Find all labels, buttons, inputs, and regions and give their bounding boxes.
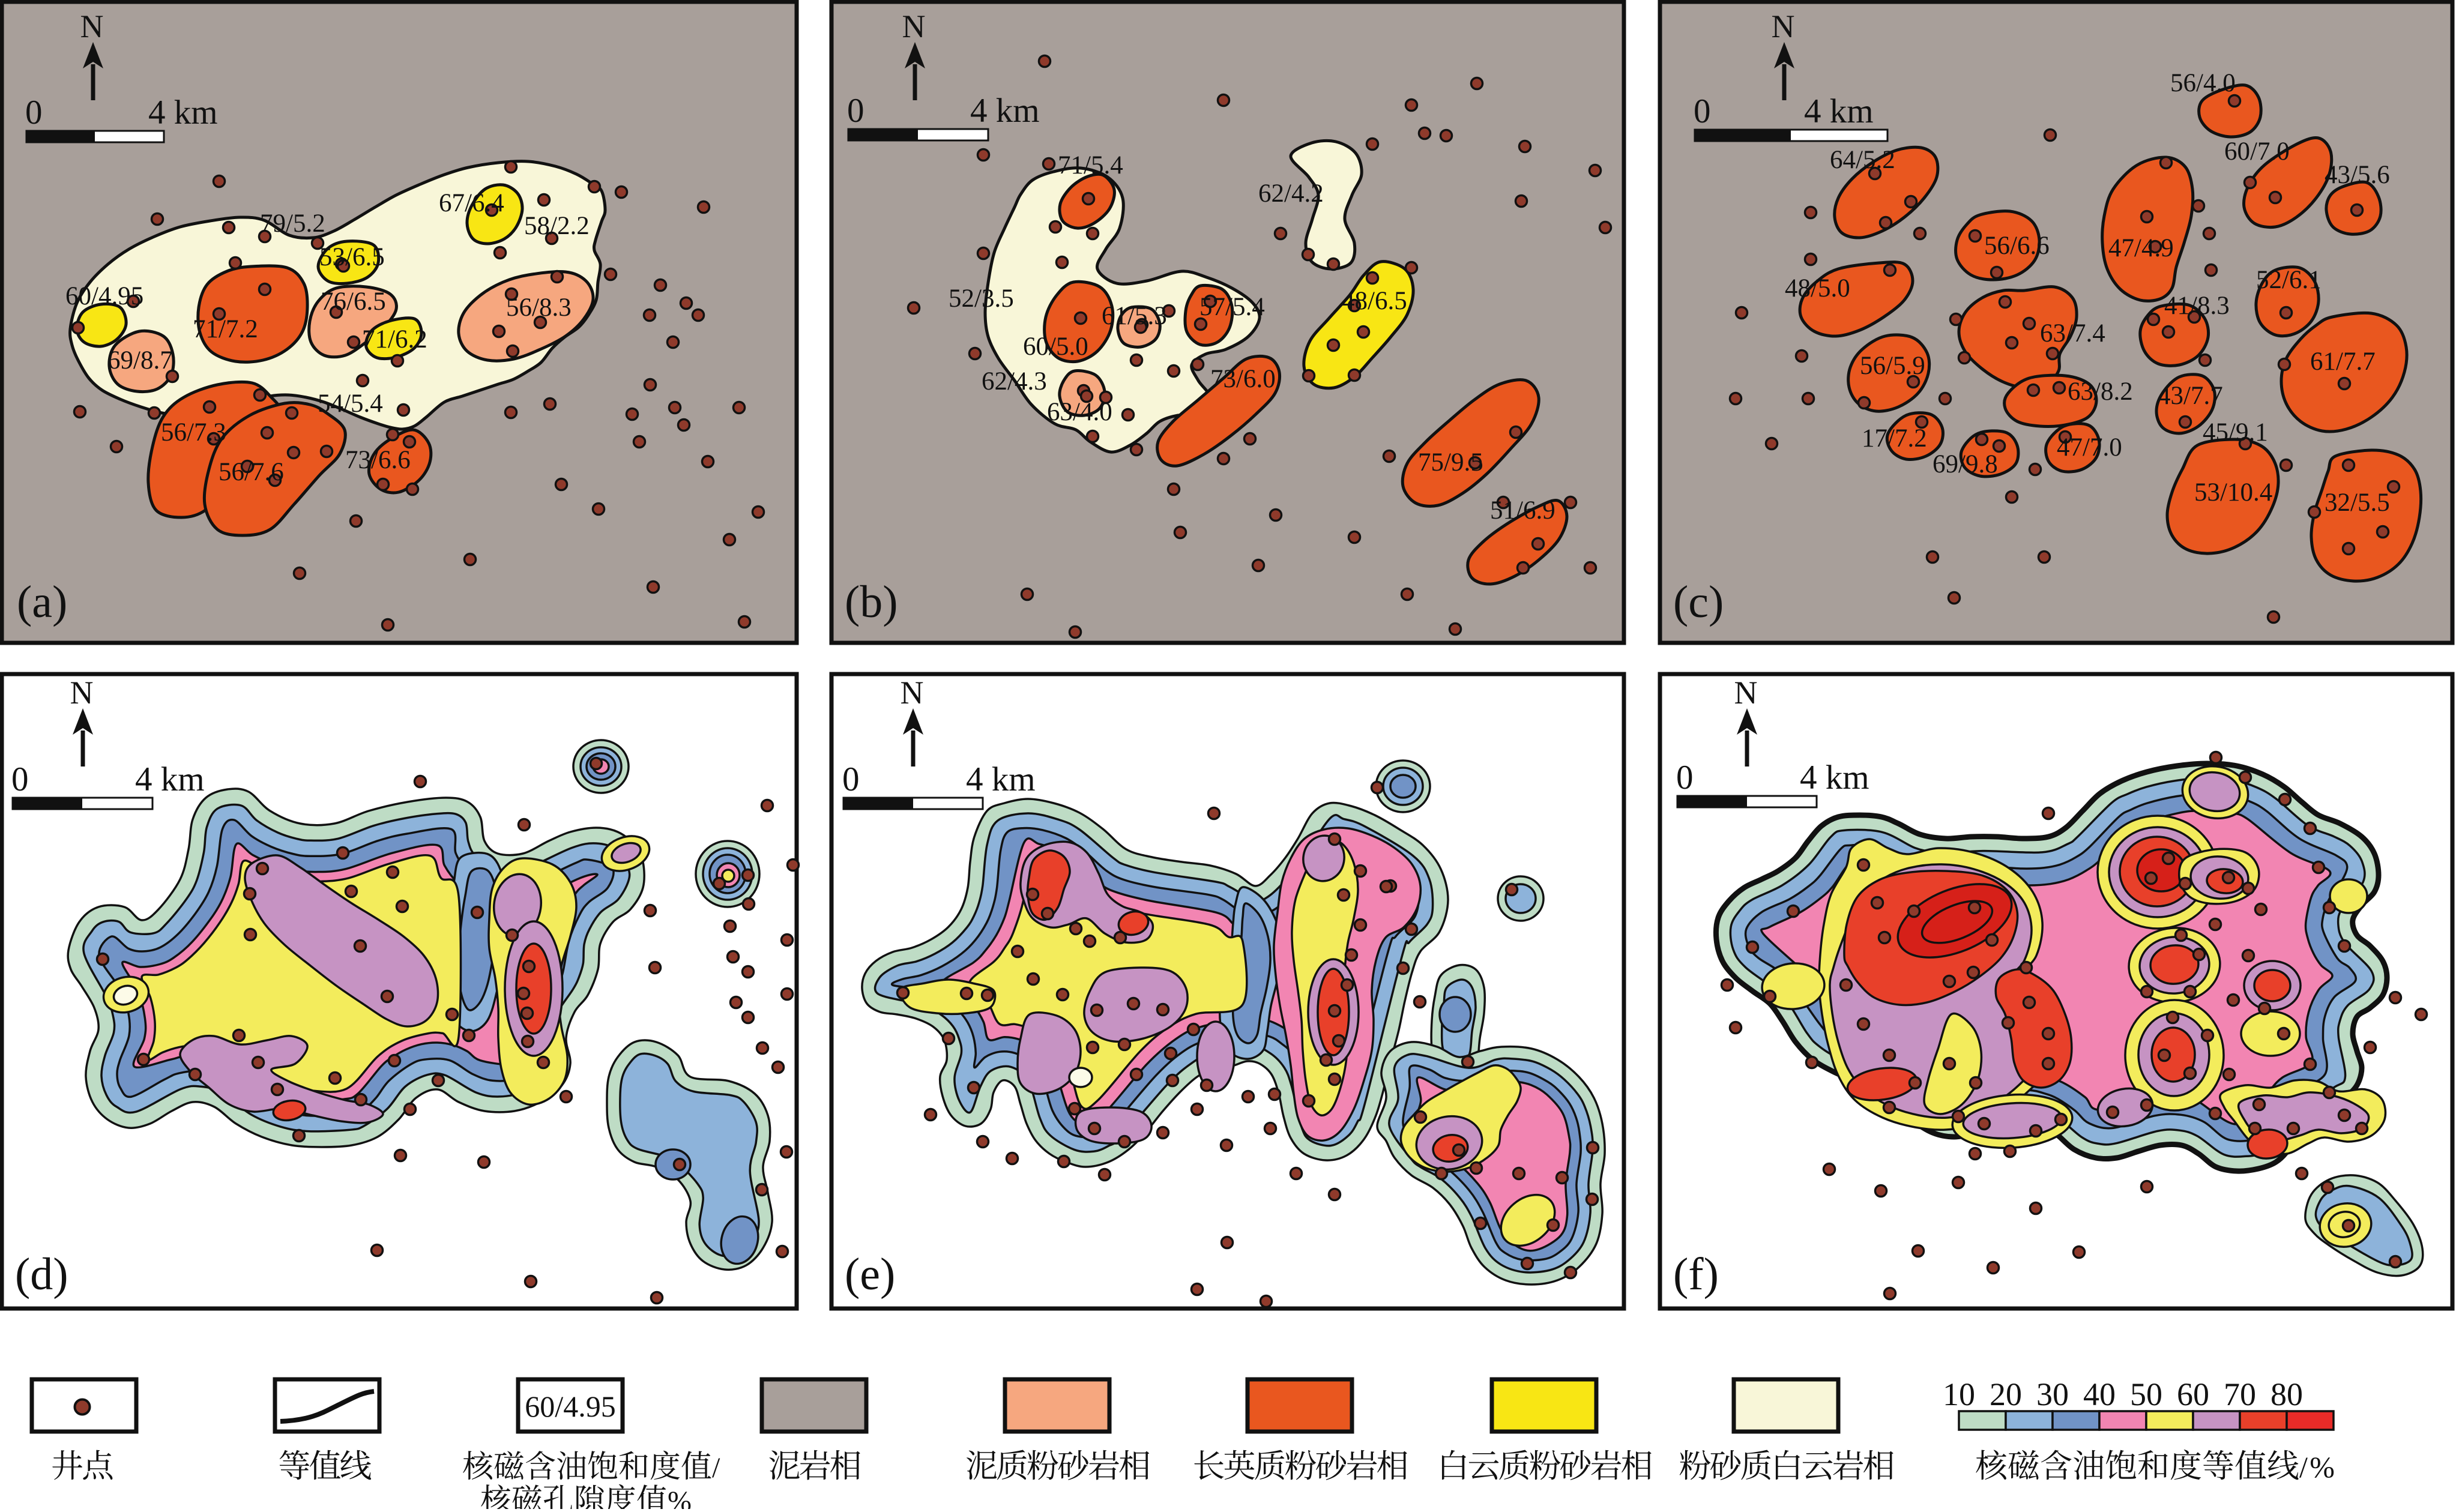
- svg-text:30: 30: [2036, 1376, 2069, 1412]
- svg-text:4 km: 4 km: [1800, 759, 1869, 797]
- svg-text:76/6.5: 76/6.5: [321, 288, 386, 316]
- svg-text:%: %: [668, 1486, 692, 1509]
- svg-text:56/4.0: 56/4.0: [2170, 69, 2236, 97]
- svg-text:62/4.3: 62/4.3: [982, 367, 1047, 396]
- svg-text:57/5.4: 57/5.4: [1199, 293, 1265, 321]
- svg-text:70: 70: [2224, 1376, 2256, 1412]
- svg-text:(d): (d): [15, 1249, 68, 1300]
- svg-text:60/4.95: 60/4.95: [65, 282, 143, 310]
- svg-text:47/7.0: 47/7.0: [2057, 433, 2122, 462]
- svg-text:58/2.2: 58/2.2: [524, 212, 590, 240]
- svg-text:0: 0: [1676, 759, 1694, 797]
- svg-text:4 km: 4 km: [966, 761, 1036, 798]
- svg-text:N: N: [80, 8, 104, 44]
- svg-text:48/6.5: 48/6.5: [1342, 287, 1407, 315]
- svg-text:63/8.2: 63/8.2: [2068, 378, 2133, 406]
- svg-text:53/10.4: 53/10.4: [2194, 478, 2272, 507]
- svg-text:61/7.7: 61/7.7: [2310, 348, 2376, 376]
- svg-text:N: N: [1772, 8, 1795, 44]
- svg-text:N: N: [70, 675, 94, 711]
- svg-text:47/4.9: 47/4.9: [2108, 234, 2174, 262]
- svg-text:80: 80: [2270, 1376, 2303, 1412]
- svg-text:0: 0: [847, 92, 864, 130]
- svg-text:0: 0: [842, 761, 860, 798]
- svg-text:63/7.4: 63/7.4: [2040, 319, 2105, 348]
- svg-text:53/6.5: 53/6.5: [319, 243, 385, 271]
- svg-text:71/7.2: 71/7.2: [193, 315, 258, 343]
- svg-text:0: 0: [11, 761, 29, 798]
- svg-text:56/7.6: 56/7.6: [219, 458, 284, 486]
- svg-text:61/5.3: 61/5.3: [1102, 302, 1167, 330]
- svg-text:43/7.7: 43/7.7: [2158, 382, 2223, 410]
- svg-text:60/5.0: 60/5.0: [1023, 333, 1088, 361]
- svg-text:45/9.1: 45/9.1: [2203, 418, 2268, 447]
- svg-text:4 km: 4 km: [148, 94, 218, 131]
- svg-text:56/7.3: 56/7.3: [161, 418, 226, 447]
- svg-text:75/9.5: 75/9.5: [1418, 448, 1483, 477]
- svg-text:69/8.7: 69/8.7: [107, 346, 173, 375]
- svg-text:N: N: [1734, 675, 1758, 711]
- svg-text:60/7.0: 60/7.0: [2224, 137, 2290, 166]
- svg-text:50: 50: [2130, 1376, 2162, 1412]
- svg-text:20: 20: [1990, 1376, 2022, 1412]
- svg-text:48/5.0: 48/5.0: [1785, 274, 1850, 303]
- svg-text:62/4.2: 62/4.2: [1258, 179, 1324, 208]
- svg-text:51/6.9: 51/6.9: [1490, 496, 1555, 525]
- svg-text:0: 0: [1694, 92, 1711, 130]
- svg-text:60/4.95: 60/4.95: [525, 1390, 615, 1423]
- svg-text:/: /: [712, 1452, 720, 1484]
- svg-text:4 km: 4 km: [1804, 92, 1874, 130]
- svg-text:N: N: [901, 675, 924, 711]
- svg-text:43/5.6: 43/5.6: [2325, 161, 2390, 189]
- svg-text:60: 60: [2177, 1376, 2209, 1412]
- svg-text:71/6.2: 71/6.2: [362, 325, 427, 354]
- svg-text:(c): (c): [1673, 577, 1724, 627]
- svg-text:%: %: [2310, 1450, 2335, 1484]
- svg-text:63/4.0: 63/4.0: [1047, 398, 1112, 426]
- svg-text:73/6.0: 73/6.0: [1210, 365, 1276, 393]
- svg-text:40: 40: [2083, 1376, 2116, 1412]
- svg-text:56/5.9: 56/5.9: [1860, 352, 1925, 380]
- svg-text:(a): (a): [17, 577, 67, 627]
- svg-text:52/6.1: 52/6.1: [2256, 266, 2322, 294]
- svg-text:4 km: 4 km: [135, 761, 205, 798]
- svg-text:79/5.2: 79/5.2: [260, 209, 325, 238]
- svg-text:(b): (b): [845, 577, 898, 627]
- svg-text:32/5.5: 32/5.5: [2325, 489, 2390, 517]
- svg-text:(e): (e): [845, 1249, 895, 1300]
- svg-text:71/5.4: 71/5.4: [1058, 151, 1123, 179]
- svg-text:69/9.8: 69/9.8: [1933, 450, 1998, 478]
- svg-text:67/6.4: 67/6.4: [439, 189, 504, 217]
- svg-text:56/8.3: 56/8.3: [506, 294, 572, 322]
- svg-text:/: /: [2299, 1450, 2308, 1484]
- svg-text:52/3.5: 52/3.5: [949, 285, 1014, 313]
- svg-text:17/7.2: 17/7.2: [1862, 424, 1927, 453]
- svg-text:4 km: 4 km: [970, 92, 1040, 130]
- svg-text:41/8.3: 41/8.3: [2164, 292, 2230, 320]
- svg-text:56/6.6: 56/6.6: [1984, 232, 2050, 260]
- svg-text:0: 0: [25, 94, 43, 131]
- svg-text:64/5.2: 64/5.2: [1830, 146, 1895, 174]
- svg-text:73/6.6: 73/6.6: [345, 446, 411, 474]
- svg-text:(f): (f): [1673, 1249, 1719, 1300]
- svg-text:N: N: [902, 8, 926, 44]
- svg-text:10: 10: [1943, 1376, 1975, 1412]
- svg-text:54/5.4: 54/5.4: [318, 390, 383, 418]
